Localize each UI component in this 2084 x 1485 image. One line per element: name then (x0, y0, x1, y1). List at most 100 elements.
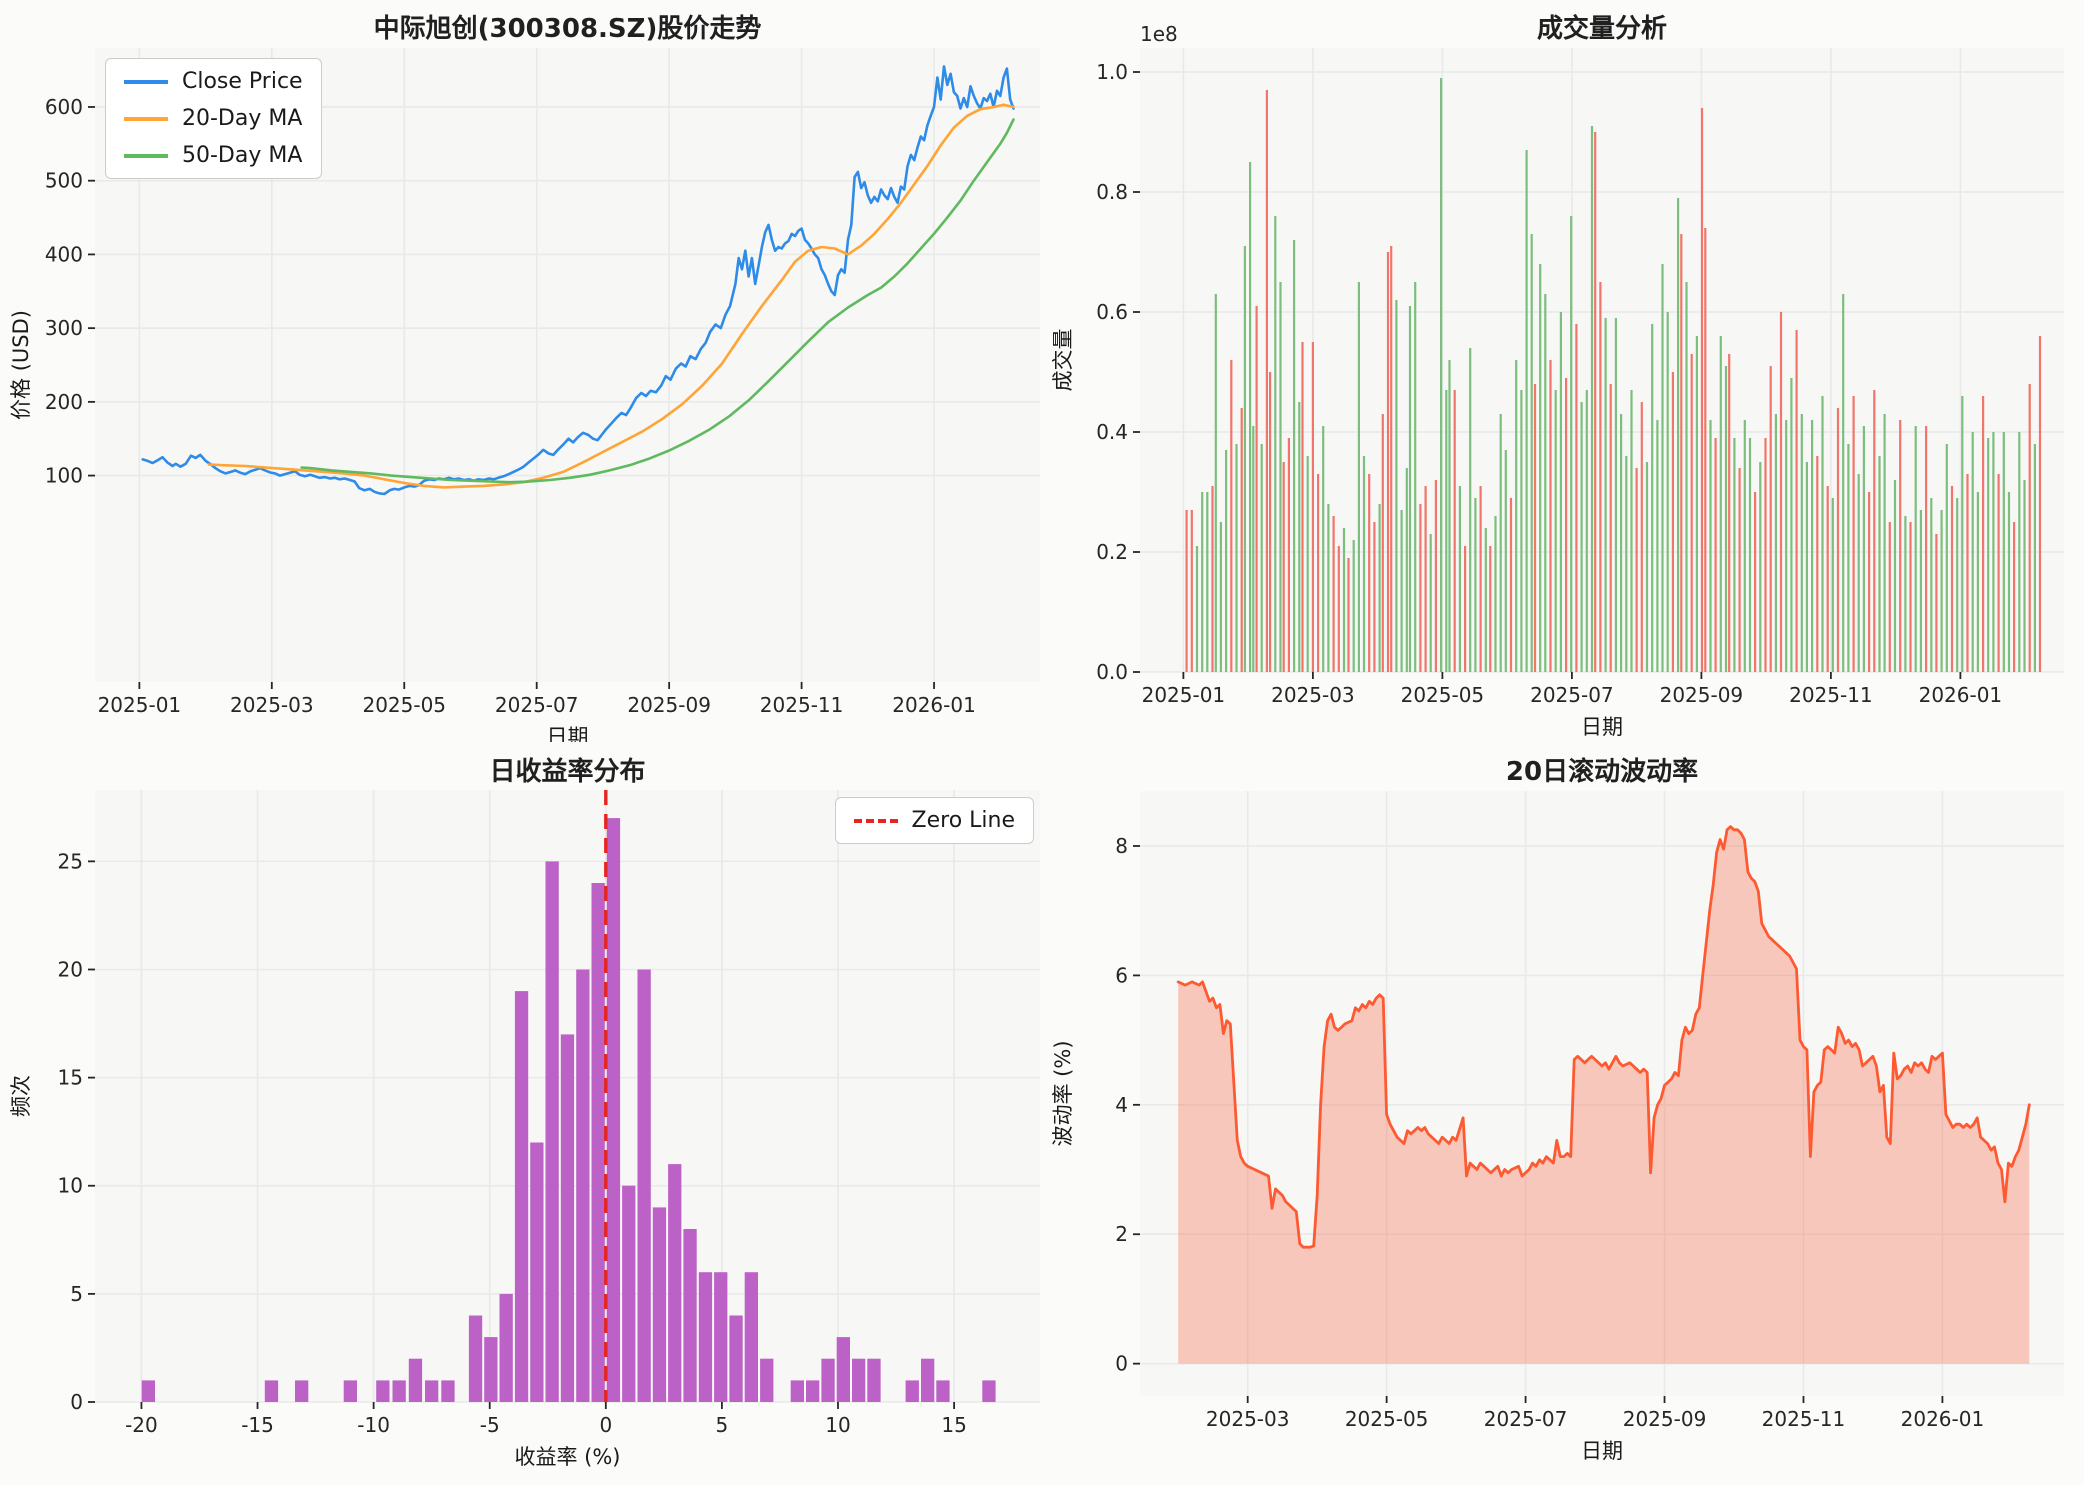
ma50-line-swatch (124, 153, 168, 158)
x-tick-label: -10 (357, 1413, 390, 1437)
volume-bar (1390, 246, 1393, 672)
volume-bar (2007, 492, 2011, 672)
volume-bar (1919, 510, 1922, 672)
x-tick-label: 2025-11 (1762, 1407, 1846, 1431)
volume-bar (1332, 516, 1335, 672)
price-legend[interactable]: Close Price 20-Day MA 50-Day MA (105, 58, 322, 179)
axes-background (1140, 791, 2064, 1396)
volume-bar (1950, 486, 1954, 672)
ma20-line-swatch (124, 116, 168, 121)
volume-bar (1274, 216, 1277, 672)
volume-bar (1754, 492, 1757, 672)
y-tick-label: 10 (58, 1174, 83, 1198)
volume-bar (1386, 252, 1390, 672)
volume-bar (1935, 534, 1938, 672)
y-tick-label: 0.8 (1096, 180, 1128, 204)
x-tick-label: 2025-07 (1530, 683, 1614, 707)
legend-item-ma50: 50-Day MA (124, 143, 303, 168)
y-tick-label: 200 (45, 390, 83, 414)
histogram-bar (576, 969, 590, 1402)
volume-bar (1539, 264, 1542, 672)
x-tick-label: -5 (480, 1413, 500, 1437)
volume-bar (1544, 294, 1547, 672)
volume-bar (1453, 390, 1456, 672)
volume-bar (1914, 426, 1917, 672)
volume-bar (1888, 522, 1891, 672)
volume-bar (1873, 390, 1876, 672)
volume-bar (1342, 528, 1346, 672)
volume-bar (1724, 366, 1728, 672)
x-tick-label: -15 (241, 1413, 274, 1437)
volume-bar (1458, 486, 1461, 672)
volume-bar (1805, 462, 1808, 672)
volume-bar (1533, 384, 1537, 672)
x-tick-label: 2025-03 (1206, 1407, 1290, 1431)
volume-bar (1378, 504, 1381, 672)
volume-bar (1695, 336, 1698, 672)
histogram-bar (591, 883, 605, 1402)
x-axis-label: 日期 (1581, 1439, 1623, 1463)
y-tick-label: 0 (70, 1390, 83, 1414)
volume-bar (1614, 318, 1617, 672)
zero-line-swatch (853, 818, 898, 823)
volume-bar (1400, 510, 1403, 672)
volume-bar (1836, 408, 1840, 672)
legend-label: 20-Day MA (182, 106, 303, 131)
y-tick-label: 25 (58, 849, 83, 873)
volatility-chart-title: 20日滚动波动率 (1505, 757, 1699, 787)
volume-bar (1317, 474, 1320, 672)
volume-bar (1249, 162, 1252, 672)
volume-bar (1852, 396, 1855, 672)
volume-bar (2018, 432, 2021, 672)
histogram-bar (836, 1337, 850, 1402)
volume-bar (1559, 312, 1562, 672)
x-tick-label: 2025-07 (1484, 1407, 1568, 1431)
volume-bar (1940, 510, 1943, 672)
y-tick-label: 0.0 (1096, 660, 1128, 684)
volume-bar (1847, 444, 1850, 672)
x-tick-label: 2025-11 (1789, 683, 1873, 707)
x-tick-label: 2025-05 (362, 693, 446, 717)
histogram-bar (806, 1380, 820, 1402)
x-tick-label: 2025-07 (495, 693, 579, 717)
volume-bar (1211, 486, 1214, 672)
volume-bar (1419, 504, 1422, 672)
volume-bar (1414, 282, 1417, 672)
volume-bar (1357, 282, 1360, 672)
histogram-bar (499, 1293, 513, 1402)
histogram-bar (714, 1272, 728, 1402)
volume-bar (1408, 306, 1412, 672)
volume-bar (1945, 444, 1948, 672)
volume-bar (1243, 246, 1246, 672)
zero-line-legend[interactable]: Zero Line (834, 797, 1034, 844)
volume-bar (1685, 282, 1688, 672)
histogram-bar (790, 1380, 804, 1402)
volume-bar (1590, 126, 1594, 672)
volume-bar (1651, 324, 1654, 672)
legend-label: Close Price (182, 69, 303, 94)
volume-chart-title: 成交量分析 (1536, 14, 1667, 44)
volume-bar (1424, 486, 1427, 672)
y-axis-label: 频次 (9, 1075, 33, 1117)
volume-bar (1661, 264, 1664, 672)
x-axis-label: 日期 (1581, 715, 1623, 739)
histogram-bar (560, 1034, 575, 1402)
histogram-bar (468, 1315, 483, 1402)
volume-bar (2002, 432, 2005, 672)
volume-bar (1899, 420, 1902, 672)
volume-bar (1395, 300, 1398, 672)
y-tick-label: 2 (1115, 1222, 1128, 1246)
volume-bar (1738, 468, 1741, 672)
volume-bar (1976, 492, 1979, 672)
volume-bar (1549, 360, 1552, 672)
histogram-bar (698, 1272, 713, 1402)
histogram-bar (343, 1380, 357, 1402)
volume-bar (1520, 390, 1523, 672)
x-tick-label: 2025-05 (1345, 1407, 1429, 1431)
histogram-bar (905, 1380, 919, 1402)
histogram-bar (637, 969, 651, 1402)
histogram-bar (683, 1229, 697, 1402)
volume-bar (1298, 402, 1301, 672)
volume-bar (1301, 342, 1304, 672)
price-chart-panel: 中际旭创(300308.SZ)股价走势 2025-01 2025-03 2025-0… (0, 0, 1042, 742)
